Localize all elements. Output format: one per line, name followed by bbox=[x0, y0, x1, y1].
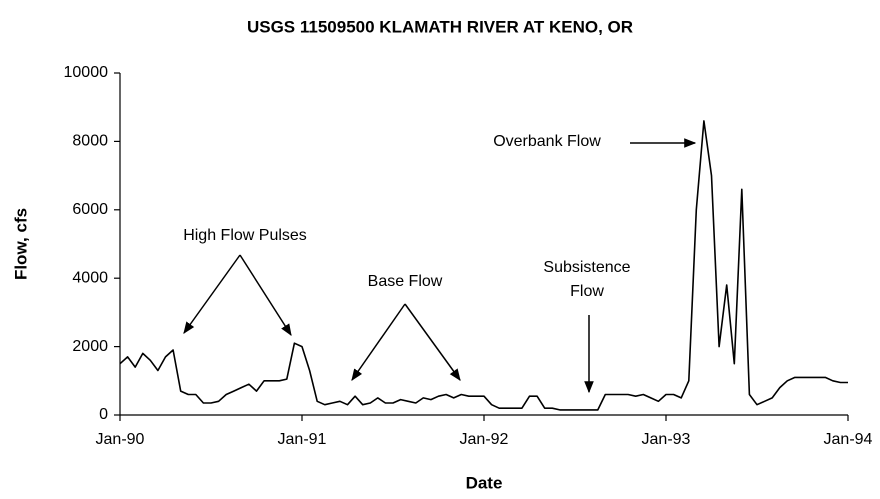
annotation: Base Flow bbox=[368, 273, 443, 290]
annotation: High Flow Pulses bbox=[183, 227, 307, 244]
arrow bbox=[183, 254, 241, 334]
x-tick-label: Jan-90 bbox=[96, 431, 145, 448]
y-axis-label: Flow, cfs bbox=[11, 208, 30, 280]
y-tick-label: 4000 bbox=[72, 269, 108, 286]
x-tick-label: Jan-93 bbox=[642, 431, 691, 448]
y-tick-label: 6000 bbox=[72, 201, 108, 218]
x-tick-label: Jan-92 bbox=[460, 431, 509, 448]
y-tick-label: 2000 bbox=[72, 338, 108, 355]
arrow bbox=[404, 303, 461, 381]
y-tick-label: 0 bbox=[99, 406, 108, 423]
annotation: Subsistence bbox=[543, 259, 630, 276]
annotation: Flow bbox=[570, 283, 604, 300]
arrow bbox=[351, 303, 406, 381]
chart-title: USGS 11509500 KLAMATH RIVER AT KENO, OR bbox=[247, 17, 633, 36]
x-axis-label: Date bbox=[466, 473, 503, 492]
y-tick-label: 10000 bbox=[64, 64, 109, 81]
x-tick-label: Jan-91 bbox=[278, 431, 327, 448]
x-tick-label: Jan-94 bbox=[824, 431, 873, 448]
flow-line bbox=[119, 120, 848, 411]
arrow bbox=[239, 254, 292, 337]
annotation: Overbank Flow bbox=[493, 133, 601, 150]
y-tick-label: 8000 bbox=[72, 133, 108, 150]
